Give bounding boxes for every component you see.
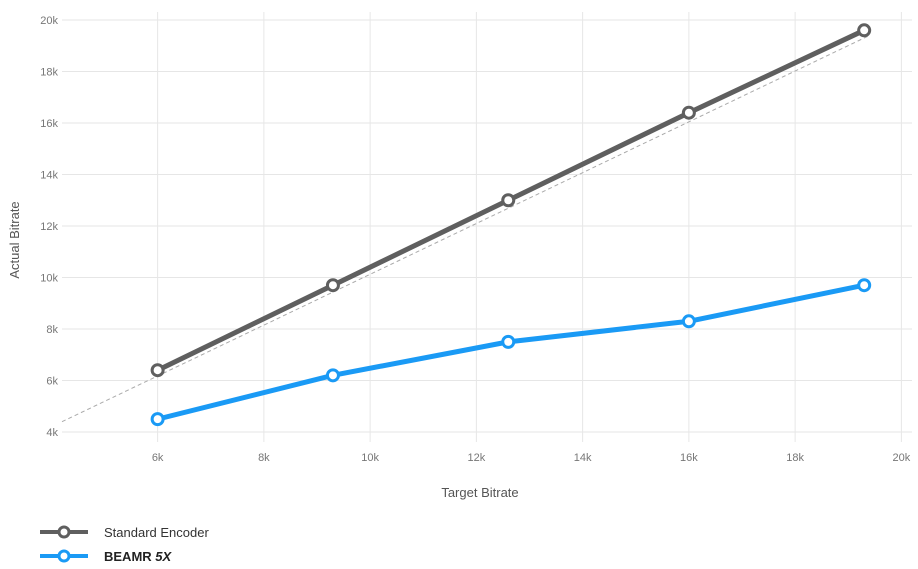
legend-swatch-standard-encoder: [40, 525, 88, 539]
legend-item-standard-encoder: Standard Encoder: [40, 520, 209, 544]
grid-lines: [62, 12, 912, 442]
y-tick-label: 12k: [40, 221, 58, 233]
x-tick-label: 10k: [361, 452, 379, 464]
y-tick-label: 6k: [46, 376, 58, 388]
reference-line-group: [61, 34, 870, 423]
x-tick-label: 6k: [152, 452, 164, 464]
x-tick-label: 18k: [786, 452, 804, 464]
data-point-beamr-5x: [150, 412, 165, 427]
y-axis-title: Actual Bitrate: [7, 201, 22, 278]
y-tick-label: 20k: [40, 15, 58, 27]
legend: Standard Encoder BEAMR 5X: [40, 520, 209, 568]
x-tick-label: 14k: [574, 452, 592, 464]
x-tick-label: 16k: [680, 452, 698, 464]
data-point-beamr-5x: [501, 334, 516, 349]
legend-label-beamr: BEAMR: [104, 548, 152, 564]
y-tick-labels: 4k 6k 8k 10k 12k 14k 16k 18k 20k: [40, 15, 58, 439]
x-tick-label: 20k: [893, 452, 911, 464]
data-point-beamr-5x: [681, 314, 696, 329]
legend-label-beamr-5x: BEAMR 5X: [104, 549, 171, 564]
x-tick-label: 12k: [468, 452, 486, 464]
y-tick-label: 8k: [46, 324, 58, 336]
data-point-standard-encoder: [501, 193, 516, 208]
x-tick-label: 8k: [258, 452, 270, 464]
data-point-standard-encoder: [325, 278, 340, 293]
y-tick-label: 10k: [40, 273, 58, 285]
y-tick-label: 4k: [46, 427, 58, 439]
line-chart: 6k 8k 10k 12k 14k 16k 18k 20k 4k 6k 8k 10k 12k 14k 16…: [7, 12, 912, 500]
y-tick-label: 14k: [40, 170, 58, 182]
x-tick-labels: 6k 8k 10k 12k 14k 16k 18k 20k: [152, 452, 911, 464]
legend-swatch-beamr-5x: [40, 549, 88, 563]
data-point-standard-encoder: [681, 105, 696, 120]
y-tick-label: 18k: [40, 67, 58, 79]
legend-label-5x: 5X: [155, 548, 172, 564]
y-tick-label: 16k: [40, 118, 58, 130]
series-group: [150, 23, 872, 427]
reference-line: [61, 34, 870, 423]
data-point-standard-encoder: [857, 23, 872, 38]
data-point-beamr-5x: [325, 368, 340, 383]
data-point-standard-encoder: [150, 363, 165, 378]
x-axis-title: Target Bitrate: [441, 485, 518, 500]
data-point-beamr-5x: [857, 278, 872, 293]
legend-item-beamr-5x: BEAMR 5X: [40, 544, 209, 568]
legend-label-standard-encoder: Standard Encoder: [104, 524, 209, 540]
